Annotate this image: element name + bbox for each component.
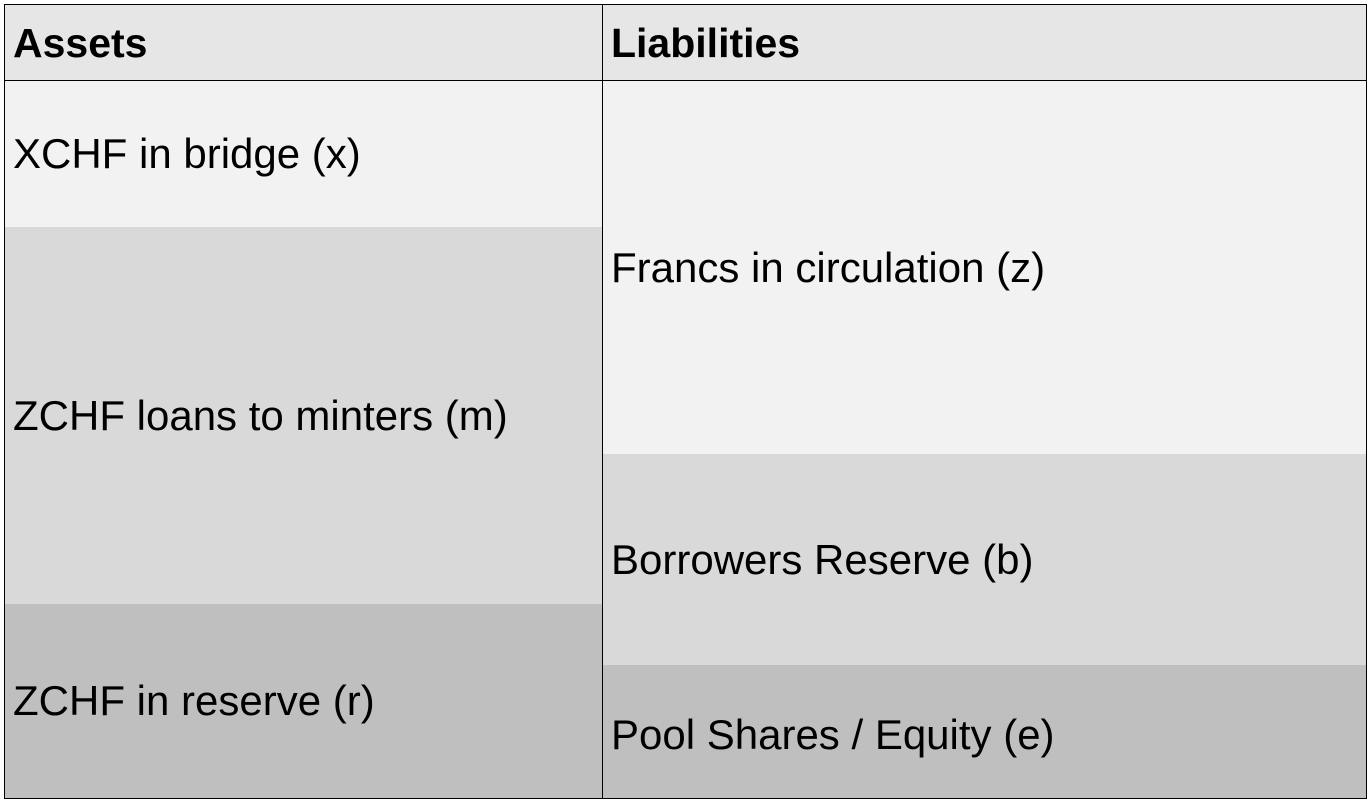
asset-xchf-in-bridge: XCHF in bridge (x)	[5, 81, 602, 227]
asset-label: XCHF in bridge (x)	[13, 130, 361, 177]
column-divider	[602, 5, 603, 798]
liability-label: Pool Shares / Equity (e)	[611, 710, 1055, 758]
liabilities-header: Liabilities	[603, 5, 1366, 81]
liability-label: Borrowers Reserve (b)	[611, 535, 1034, 583]
liability-label: Francs in circulation (z)	[611, 243, 1046, 291]
balance-sheet-diagram: Assets Liabilities XCHF in bridge (x) ZC…	[4, 4, 1367, 799]
asset-label: ZCHF loans to minters (m)	[13, 391, 508, 439]
asset-label: ZCHF in reserve (r)	[13, 677, 375, 724]
liability-borrowers-reserve: Borrowers Reserve (b)	[603, 454, 1366, 665]
liability-francs-in-circulation: Francs in circulation (z)	[603, 81, 1366, 454]
assets-header: Assets	[5, 5, 603, 81]
liability-pool-shares-equity: Pool Shares / Equity (e)	[603, 665, 1366, 798]
asset-zchf-loans-to-minters: ZCHF loans to minters (m)	[5, 227, 602, 604]
asset-zchf-in-reserve: ZCHF in reserve (r)	[5, 604, 602, 798]
